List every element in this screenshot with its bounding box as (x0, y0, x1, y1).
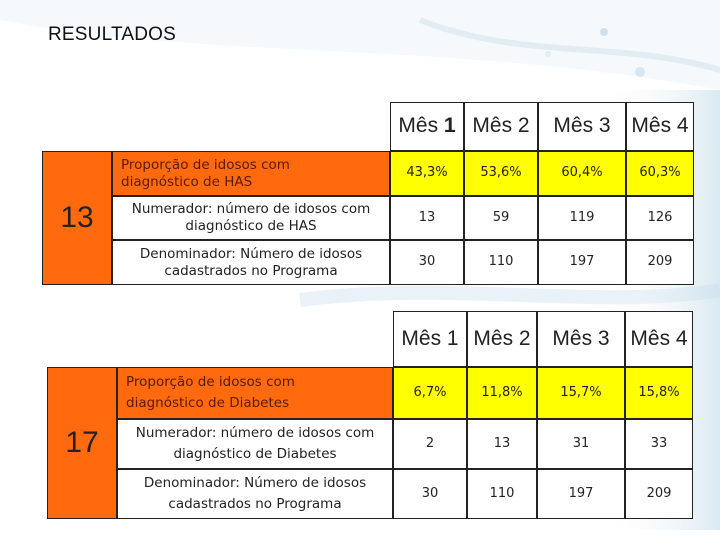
month-header-num: 3 (598, 114, 611, 138)
value-cell: 209 (626, 240, 694, 285)
month-header-word: Mês (631, 114, 672, 138)
value-cell: 31 (537, 419, 625, 469)
row-label-proportion: Proporção de idosos com diagnóstico de HA… (112, 151, 390, 196)
value-cell: 13 (390, 196, 464, 240)
month-header-num: 2 (517, 114, 530, 138)
value-cell: 15,7% (537, 367, 625, 419)
value-cell: 13 (467, 419, 537, 469)
label-line: Numerador: número de idosos com (131, 201, 371, 218)
row-label-denominator: Denominador: Número de idosos cadastrados… (112, 240, 390, 285)
value-cell: 60,3% (626, 151, 694, 196)
month-header-4: Mês 4 (625, 311, 693, 367)
value-cell: 43,3% (390, 151, 464, 196)
label-line: cadastrados no Programa (164, 262, 338, 279)
value-cell: 6,7% (393, 367, 467, 419)
label-line: Proporção de idosos com (121, 156, 290, 173)
month-header-num: 4 (676, 114, 689, 138)
value-cell: 30 (390, 240, 464, 285)
month-header-word: Mês (552, 326, 593, 350)
row-label-numerator: Numerador: número de idosos com diagnósti… (112, 196, 390, 240)
month-header-word: Mês (630, 326, 671, 350)
value-cell: 33 (625, 419, 693, 469)
month-header-num: 1 (443, 114, 456, 138)
month-header-2: Mês 2 (467, 311, 537, 367)
row-label-numerator: Numerador: número de idosos com diagnósti… (117, 419, 393, 469)
results-table-1: Mês 1 Mês 2 Mês 3 Mês 4 13 Proporção de … (42, 102, 694, 285)
label-line: Proporção de idosos com (126, 374, 295, 391)
month-header-2: Mês 2 (464, 102, 538, 151)
value-cell: 110 (467, 469, 537, 519)
value-cell: 110 (464, 240, 538, 285)
row-label-proportion: Proporção de idosos com diagnóstico de Di… (117, 367, 393, 419)
month-header-word: Mês (553, 114, 594, 138)
label-line: diagnóstico de Diabetes (126, 395, 290, 411)
value-cell: 11,8% (467, 367, 537, 419)
indicator-number: 13 (42, 151, 112, 285)
value-cell: 30 (393, 469, 467, 519)
month-header-4: Mês 4 (626, 102, 694, 151)
month-header-num: 1 (446, 326, 459, 350)
month-header-1: Mês 1 (390, 102, 464, 151)
label-line: Numerador: número de idosos com (135, 425, 375, 442)
value-cell: 119 (538, 196, 626, 240)
value-cell: 2 (393, 419, 467, 469)
label-line: Denominador: Número de idosos (139, 245, 363, 262)
month-header-num: 2 (518, 326, 531, 350)
month-header-word: Mês (401, 326, 442, 350)
value-cell: 53,6% (464, 151, 538, 196)
value-cell: 15,8% (625, 367, 693, 419)
month-header-1: Mês 1 (393, 311, 467, 367)
month-header-3: Mês 3 (537, 311, 625, 367)
value-cell: 197 (538, 240, 626, 285)
label-line: cadastrados no Programa (168, 496, 342, 512)
results-table-2: Mês 1 Mês 2 Mês 3 Mês 4 17 Proporção de … (47, 311, 693, 519)
label-line: diagnóstico de HAS (185, 218, 317, 234)
month-header-word: Mês (473, 326, 514, 350)
indicator-number: 17 (47, 367, 117, 519)
month-header-3: Mês 3 (538, 102, 626, 151)
value-cell: 197 (537, 469, 625, 519)
label-line: diagnóstico de Diabetes (173, 446, 337, 462)
label-line: diagnóstico de HAS (121, 173, 253, 190)
month-header-word: Mês (398, 114, 439, 138)
value-cell: 126 (626, 196, 694, 240)
month-header-word: Mês (472, 114, 513, 138)
page-title: RESULTADOS (48, 24, 176, 45)
value-cell: 60,4% (538, 151, 626, 196)
month-header-num: 4 (675, 326, 688, 350)
month-header-num: 3 (597, 326, 610, 350)
value-cell: 209 (625, 469, 693, 519)
row-label-denominator: Denominador: Número de idosos cadastrados… (117, 469, 393, 519)
value-cell: 59 (464, 196, 538, 240)
label-line: Denominador: Número de idosos (143, 475, 367, 492)
